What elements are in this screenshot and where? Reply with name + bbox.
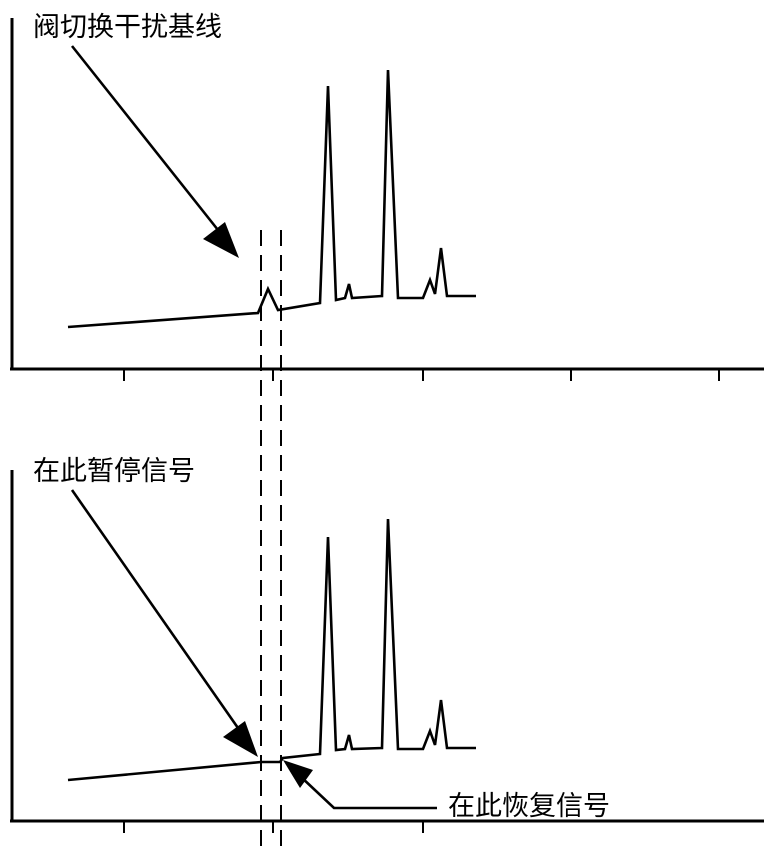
- bottom-resume-label: 在此恢复信号: [448, 791, 610, 822]
- bottom-resume-arrowhead: [283, 760, 313, 788]
- top-annotation-label: 阀切换干扰基线: [33, 12, 222, 43]
- bottom-resume-leader: [299, 775, 437, 810]
- top-chromatogram-panel: 阀切换干扰基线: [10, 12, 764, 381]
- top-annotation-arrowhead: [203, 222, 239, 258]
- valve-switch-guide-lines: [260, 230, 282, 850]
- bottom-pause-leader: [70, 489, 240, 729]
- top-annotation-leader: [70, 45, 220, 231]
- top-chromatogram-trace: [67, 69, 476, 329]
- bottom-pause-arrowhead: [223, 721, 258, 757]
- bottom-chromatogram-trace: [67, 518, 476, 782]
- bottom-x-axis-ticks: [123, 821, 424, 833]
- top-x-axis-ticks: [123, 369, 720, 381]
- bottom-pause-label: 在此暂停信号: [33, 456, 195, 487]
- bottom-chromatogram-panel: 在此暂停信号 在此恢复信号: [10, 456, 764, 833]
